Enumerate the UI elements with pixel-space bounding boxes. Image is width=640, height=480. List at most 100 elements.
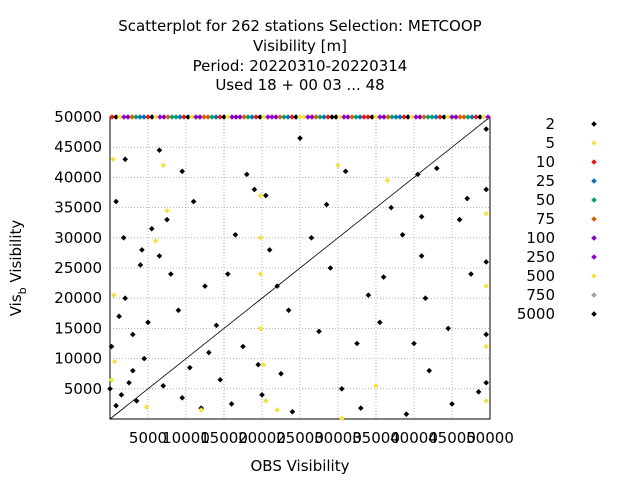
top-edge-point bbox=[201, 114, 207, 120]
x-tick-label: 50000 bbox=[466, 429, 514, 447]
top-edge-point bbox=[189, 114, 195, 120]
data-points bbox=[107, 114, 491, 422]
x-tick-label: 10000 bbox=[162, 429, 210, 447]
x-tick-label: 25000 bbox=[276, 429, 324, 447]
top-edge-point bbox=[237, 114, 243, 120]
x-tick-label: 40000 bbox=[390, 429, 438, 447]
data-point bbox=[483, 210, 489, 217]
data-point bbox=[202, 283, 208, 289]
y-axis-label: Visb Visibility bbox=[7, 220, 29, 317]
top-edge-point bbox=[333, 114, 339, 120]
top-edge-point bbox=[177, 114, 183, 120]
data-point bbox=[289, 408, 296, 415]
chart-title-line-3: Period: 20220310-20220314 bbox=[192, 57, 408, 75]
top-edge-point bbox=[381, 114, 387, 120]
x-tick-label: 30000 bbox=[314, 429, 362, 447]
data-point bbox=[251, 186, 258, 193]
data-point bbox=[232, 231, 239, 238]
top-edge-point bbox=[145, 114, 151, 120]
top-edge-point bbox=[449, 114, 455, 120]
top-edge-point bbox=[137, 114, 143, 120]
data-point bbox=[297, 135, 303, 141]
legend-label: 250 bbox=[526, 248, 555, 266]
data-point bbox=[108, 376, 115, 383]
top-edge-point bbox=[377, 114, 383, 120]
top-edge-point bbox=[181, 114, 187, 120]
y-tick-label: 35000 bbox=[54, 199, 102, 217]
top-edge-point bbox=[217, 114, 223, 120]
data-point bbox=[308, 235, 315, 241]
top-edge-point bbox=[265, 114, 271, 120]
y-tick-label: 30000 bbox=[54, 229, 102, 247]
data-point bbox=[377, 319, 383, 326]
top-edge-point bbox=[401, 114, 407, 120]
top-edge-point bbox=[425, 114, 431, 120]
data-point bbox=[240, 343, 246, 350]
data-point bbox=[156, 253, 163, 259]
top-edge-point bbox=[293, 114, 299, 120]
top-edge-point bbox=[197, 114, 203, 120]
top-edge-point bbox=[301, 114, 307, 120]
top-edge-point bbox=[305, 114, 311, 120]
x-tick-label: 45000 bbox=[428, 429, 476, 447]
data-point bbox=[339, 415, 345, 422]
data-point bbox=[116, 313, 122, 320]
top-edge-point bbox=[141, 114, 147, 120]
legend-marker bbox=[591, 273, 597, 279]
top-edge-point bbox=[129, 114, 135, 120]
top-edge-point bbox=[309, 114, 315, 120]
top-edge-point bbox=[169, 114, 175, 120]
data-point bbox=[399, 231, 406, 238]
top-edge-point bbox=[481, 114, 487, 120]
top-edge-point bbox=[353, 114, 359, 120]
top-edge-point bbox=[297, 114, 303, 120]
top-edge-point bbox=[109, 114, 115, 120]
data-point bbox=[464, 195, 470, 202]
top-edge-point bbox=[221, 114, 227, 120]
data-point bbox=[198, 407, 204, 413]
data-point bbox=[113, 198, 119, 205]
data-point bbox=[445, 325, 451, 332]
data-point bbox=[468, 271, 474, 277]
top-edge-point bbox=[241, 114, 247, 120]
top-edge-point bbox=[341, 114, 347, 120]
data-point bbox=[107, 386, 113, 392]
legend-marker bbox=[591, 254, 597, 260]
data-point bbox=[259, 392, 265, 398]
chart-title-line-2: Visibility [m] bbox=[253, 37, 347, 55]
data-point bbox=[316, 328, 322, 335]
data-point bbox=[483, 379, 489, 386]
x-tick-label: 35000 bbox=[352, 429, 400, 447]
legend-marker bbox=[591, 292, 597, 298]
top-edge-point bbox=[277, 114, 283, 120]
data-point bbox=[257, 192, 264, 199]
top-edge-point bbox=[229, 114, 235, 120]
legend-marker bbox=[591, 311, 597, 317]
y-tick-label: 15000 bbox=[54, 319, 102, 337]
legend-label: 2 bbox=[545, 115, 555, 133]
top-edge-point bbox=[365, 114, 371, 120]
top-edge-point bbox=[281, 114, 287, 120]
top-edge-point bbox=[185, 114, 191, 120]
top-edge-point bbox=[429, 114, 435, 120]
top-edge-point bbox=[125, 114, 131, 120]
top-edge-point bbox=[469, 114, 475, 120]
top-edge-point bbox=[445, 114, 451, 120]
top-edge-point bbox=[437, 114, 443, 120]
data-point bbox=[257, 271, 264, 277]
top-edge-point bbox=[337, 114, 343, 120]
y-tick-label: 10000 bbox=[54, 350, 102, 368]
data-point bbox=[263, 192, 269, 199]
one-to-one-line bbox=[109, 116, 491, 420]
data-point bbox=[206, 349, 212, 356]
data-point bbox=[263, 398, 269, 404]
top-edge-point bbox=[369, 114, 375, 120]
x-tick-label: 15000 bbox=[200, 429, 248, 447]
legend-marker bbox=[591, 121, 597, 127]
data-point bbox=[365, 292, 372, 298]
data-point bbox=[483, 186, 489, 193]
data-point bbox=[483, 343, 489, 350]
top-edge-point bbox=[249, 114, 255, 120]
